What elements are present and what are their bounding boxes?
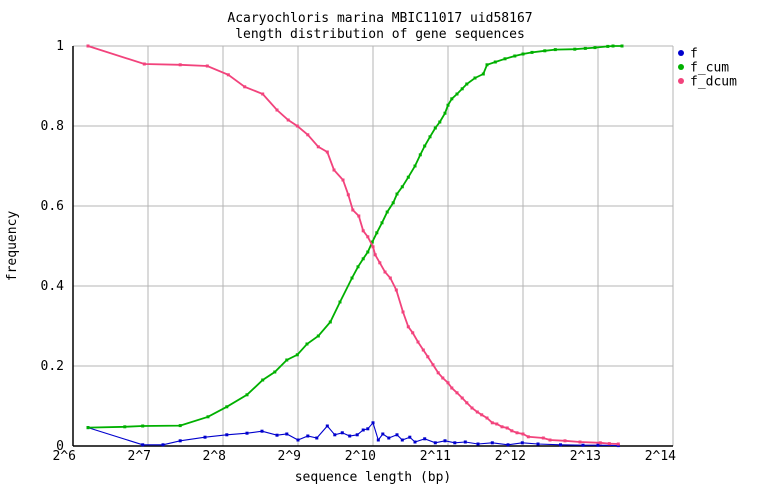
legend-label-f: f [690,47,698,62]
chart-title: Acaryochloris marina MBIC11017 uid58167 [227,11,532,26]
legend-entry-f: f [678,47,698,62]
x-tick-label: 2^12 [495,449,526,464]
legend-entry-f_cum: f_cum [678,61,729,76]
y-tick-label: 0.8 [41,119,64,134]
series-f_cum [86,44,624,430]
y-tick-label: 0.4 [41,279,65,294]
chart-subtitle: length distribution of gene sequences [235,27,525,42]
x-tick-label: 2^10 [345,449,376,464]
series-f_dcum [86,44,620,446]
y-axis-label: frequency [5,211,20,282]
x-tick-label: 2^13 [570,449,601,464]
legend-label-f_cum: f_cum [690,61,729,76]
legend-label-f_dcum: f_dcum [690,75,737,90]
axis-border [72,46,673,447]
y-tick-label: 1 [56,39,64,54]
x-tick-label: 2^11 [420,449,451,464]
y-tick-label: 0 [56,439,64,454]
x-tick-label: 2^6 [53,449,76,464]
x-tick-label: 2^8 [203,449,226,464]
legend-marker-f_dcum [678,78,684,84]
x-tick-label: 2^9 [278,449,301,464]
data-series [86,44,624,448]
y-tick-label: 0.2 [41,359,64,374]
y-tick-label: 0.6 [41,199,64,214]
grid-lines [73,45,674,446]
axis-tick-labels: 2^6 2^7 2^8 2^9 2^10 2^11 2^12 2^13 2^14 0 0.2 0.4 0… [41,39,677,464]
legend-entry-f_dcum: f_dcum [678,75,737,90]
x-tick-label: 2^14 [645,449,676,464]
legend-marker-f [678,50,684,56]
x-tick-label: 2^7 [128,449,151,464]
series-f [86,421,620,448]
legend-marker-f_cum [678,64,684,70]
x-axis-label: sequence length (bp) [295,470,452,485]
